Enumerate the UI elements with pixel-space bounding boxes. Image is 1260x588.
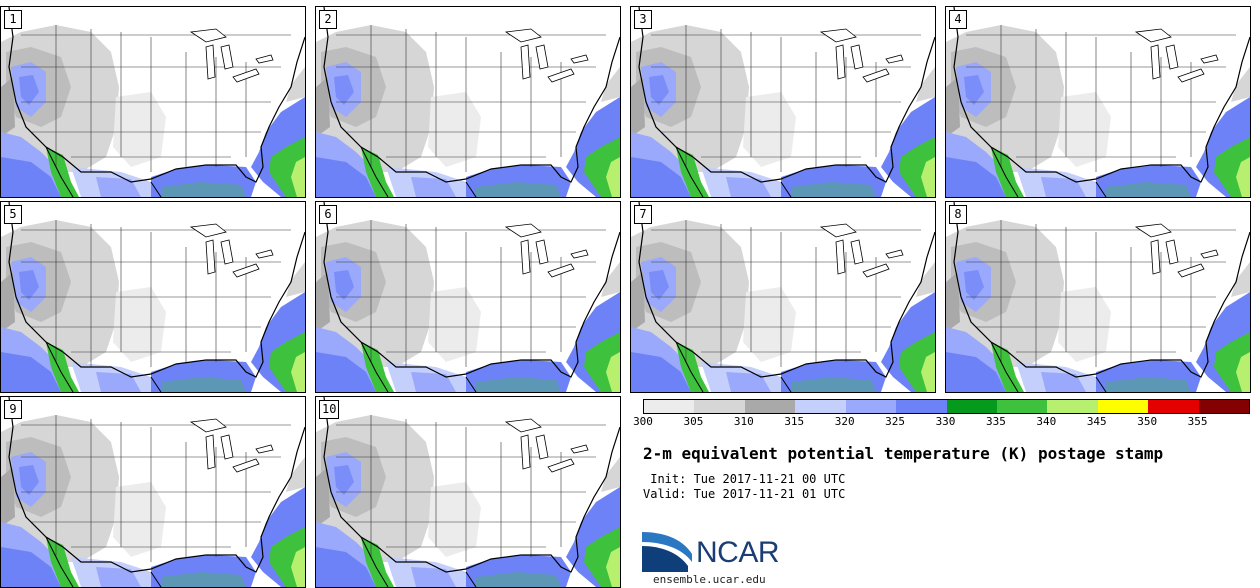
- colorbar-swatch-310: [744, 400, 796, 413]
- ncar-logo-text: NCAR: [696, 536, 780, 569]
- colorbar-tick-label: 315: [784, 415, 805, 428]
- panel-label: 4: [949, 10, 967, 29]
- map-stamp-8: [946, 202, 1250, 392]
- map-stamp-4: [946, 7, 1250, 197]
- stamp-panel-9: 9: [0, 396, 306, 588]
- stamp-panel-5: 5: [0, 201, 306, 393]
- panel-label: 8: [949, 205, 967, 224]
- stamp-panel-8: 8: [945, 201, 1251, 393]
- colorbar-swatch-315: [795, 400, 846, 413]
- colorbar-tick-label: 325: [885, 415, 906, 428]
- map-stamp-7: [631, 202, 935, 392]
- map-stamp-10: [316, 397, 620, 587]
- map-stamp-6: [316, 202, 620, 392]
- colorbar-tick-label: 345: [1086, 415, 1107, 428]
- colorbar-swatch-330: [946, 400, 997, 413]
- colorbar-swatch-300: [644, 400, 695, 413]
- panel-label: 9: [4, 400, 22, 419]
- site-url: ensemble.ucar.edu: [653, 573, 766, 586]
- panel-label: 10: [319, 400, 340, 419]
- stamp-panel-7: 7: [630, 201, 936, 393]
- colorbar-swatch-350: [1148, 400, 1199, 413]
- stamp-panel-2: 2: [315, 6, 621, 198]
- map-stamp-3: [631, 7, 935, 197]
- colorbar-tick-label: 300: [633, 415, 653, 428]
- colorbar-ticks: 300 305 310 315 320 325 330 335 340 345 350 355: [633, 415, 1248, 429]
- colorbar-tick-label: 350: [1137, 415, 1158, 428]
- panel-label: 5: [4, 205, 22, 224]
- colorbar-swatch-320: [845, 400, 897, 413]
- colorbar-tick-label: 335: [985, 415, 1006, 428]
- stamp-panel-10: 10: [315, 396, 621, 588]
- ncar-logo-icon: [642, 532, 692, 572]
- colorbar-tick-label: 330: [935, 415, 956, 428]
- map-stamp-5: [1, 202, 305, 392]
- init-time: Init: Tue 2017-11-21 00 UTC: [643, 472, 846, 486]
- colorbar-swatch-345: [1097, 400, 1149, 413]
- panel-label: 7: [634, 205, 652, 224]
- plot-title: 2-m equivalent potential temperature (K)…: [643, 444, 1164, 463]
- colorbar-swatch-355: [1198, 400, 1250, 413]
- colorbar-tick-label: 320: [834, 415, 855, 428]
- stamp-panel-6: 6: [315, 201, 621, 393]
- panel-label: 2: [319, 10, 337, 29]
- colorbar-swatch-340: [1047, 400, 1098, 413]
- stamp-panel-1: 1: [0, 6, 306, 198]
- panel-label: 6: [319, 205, 337, 224]
- colorbar-swatch-325: [896, 400, 947, 413]
- valid-time: Valid: Tue 2017-11-21 01 UTC: [643, 487, 846, 501]
- colorbar-tick-label: 305: [683, 415, 704, 428]
- panel-label: 3: [634, 10, 652, 29]
- map-stamp-2: [316, 7, 620, 197]
- map-stamp-1: [1, 7, 305, 197]
- colorbar-tick-label: 340: [1036, 415, 1057, 428]
- map-stamp-9: [1, 397, 305, 587]
- colorbar-tick-label: 355: [1187, 415, 1208, 428]
- panel-label: 1: [4, 10, 22, 29]
- colorbar-swatch-335: [996, 400, 1048, 413]
- stamp-panel-4: 4: [945, 6, 1251, 198]
- colorbar-tick-label: 310: [733, 415, 754, 428]
- stamp-panel-3: 3: [630, 6, 936, 198]
- colorbar-swatch-305: [694, 400, 745, 413]
- colorbar: [643, 399, 1250, 414]
